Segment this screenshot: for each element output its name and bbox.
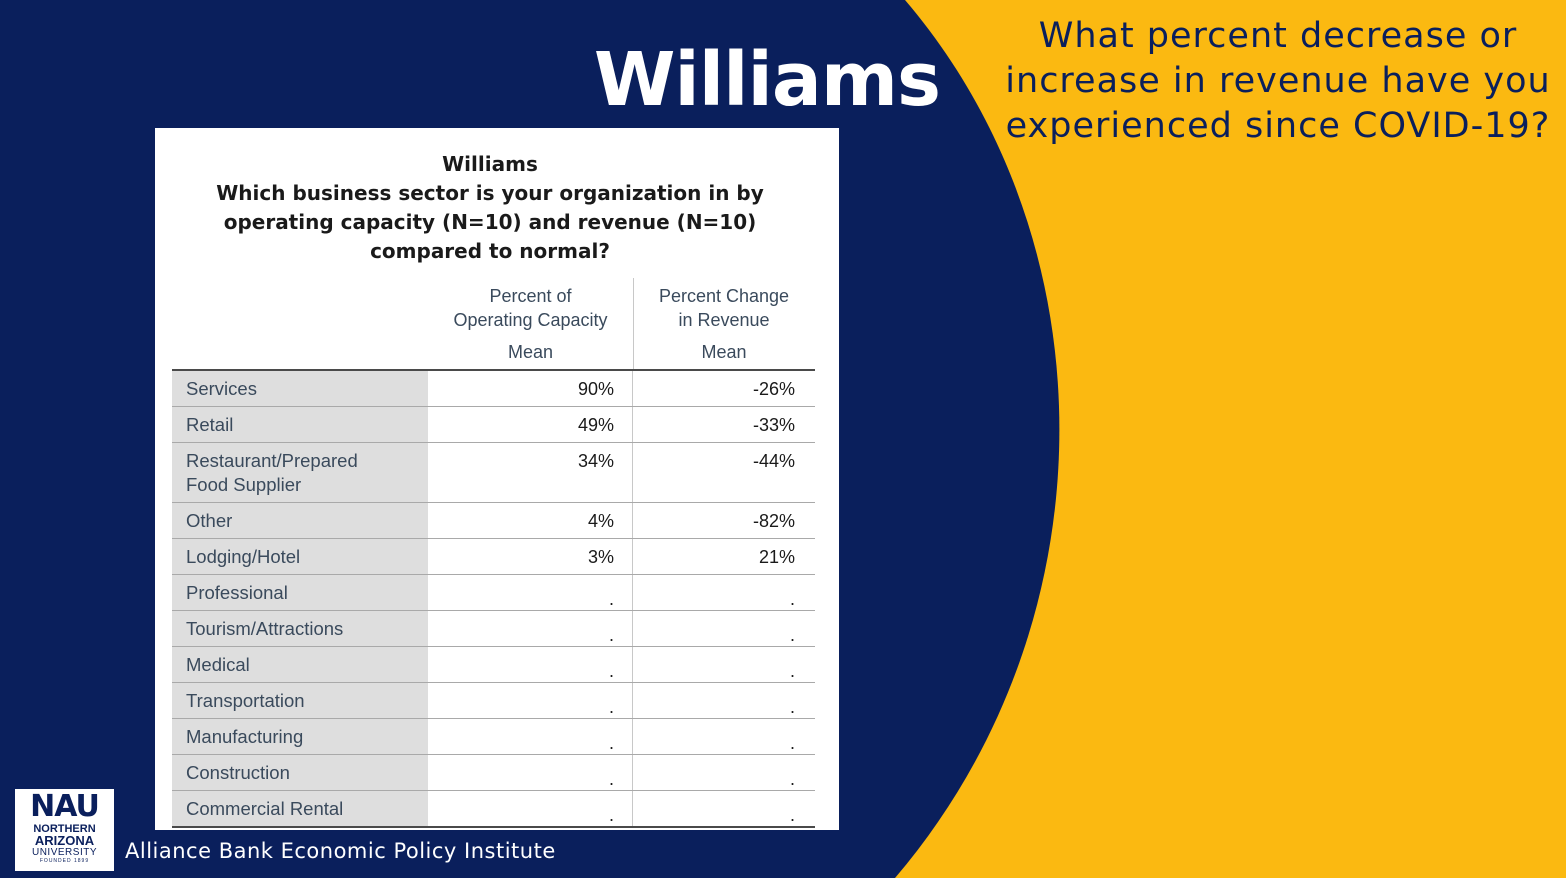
row-label-line: Lodging/Hotel <box>186 546 301 567</box>
logo-line: FOUNDED 1899 <box>39 858 90 864</box>
row-label-line: Manufacturing <box>186 726 304 747</box>
footer-institute: Alliance Bank Economic Policy Institute <box>125 839 556 863</box>
row-label-line: Transportation <box>186 690 305 711</box>
row-label: Manufacturing <box>172 719 428 754</box>
table-row: Professional.. <box>172 575 815 611</box>
question-line: What percent decrease or <box>1038 16 1518 56</box>
nau-logo: NAU NORTHERN ARIZONA UNIVERSITY FOUNDED … <box>15 789 114 871</box>
table-row: Construction.. <box>172 755 815 791</box>
table-row: Commercial Rental.. <box>172 791 815 828</box>
row-label: Construction <box>172 755 428 790</box>
table-title: Williams Which business sector is your o… <box>155 150 825 266</box>
table-title-line: compared to normal? <box>370 239 610 263</box>
row-label: Services <box>172 371 428 406</box>
row-label: Restaurant/Prepared Food Supplier <box>172 443 428 502</box>
column-header-line: in Revenue <box>678 310 770 330</box>
revenue-value: -82% <box>752 511 795 531</box>
row-label: Other <box>172 503 428 538</box>
row-label: Tourism/Attractions <box>172 611 428 646</box>
table-row: Manufacturing.. <box>172 719 815 755</box>
row-label: Professional <box>172 575 428 610</box>
capacity-value: . <box>428 611 633 646</box>
logo-line: NORTHERN <box>33 823 96 835</box>
revenue-value: . <box>789 805 795 825</box>
row-label-line: Commercial Rental <box>186 798 344 819</box>
row-label-line: Restaurant/Prepared <box>186 450 358 471</box>
table-row: Other 4% -82% <box>172 503 815 539</box>
capacity-value: 49% <box>428 407 633 442</box>
row-label: Transportation <box>172 683 428 718</box>
column-header-revenue: Percent Change in Revenue <box>633 284 815 332</box>
logo-abbr: NAU <box>30 789 100 824</box>
column-header-line: Percent of <box>489 286 572 306</box>
table-title-line: Which business sector is your organizati… <box>216 181 764 205</box>
table-title-line: Williams <box>442 152 538 176</box>
revenue-value: . <box>789 733 795 753</box>
slide-title: Williams <box>593 37 941 123</box>
table-title-line: operating capacity (N=10) and revenue (N… <box>223 210 757 234</box>
question-line: experienced since COVID-19? <box>1005 106 1551 146</box>
revenue-value: -33% <box>752 415 795 435</box>
revenue-value: -44% <box>752 451 795 471</box>
column-subheader-mean: Mean <box>507 342 554 362</box>
row-label-line: Services <box>186 378 257 399</box>
table-row: Medical.. <box>172 647 815 683</box>
column-subheader-mean: Mean <box>701 342 747 362</box>
column-header-line: Percent Change <box>658 286 790 306</box>
table-body: Services 90% -26% Retail 49% -33% Restaurant/P… <box>172 371 815 828</box>
row-label-line: Other <box>186 510 233 531</box>
table-row: Tourism/Attractions.. <box>172 611 815 647</box>
row-label: Lodging/Hotel <box>172 539 428 574</box>
column-header-capacity: Percent of Operating Capacity <box>428 284 633 332</box>
table-row: Retail 49% -33% <box>172 407 815 443</box>
revenue-value: 21% <box>758 547 795 567</box>
row-label-line: Food Supplier <box>186 474 302 495</box>
row-label-line: Retail <box>186 414 234 435</box>
capacity-value: 90% <box>428 371 633 406</box>
row-label-line: Medical <box>186 654 250 675</box>
revenue-value: . <box>789 697 795 717</box>
capacity-value: . <box>428 791 633 826</box>
capacity-value: 3% <box>428 539 633 574</box>
table-panel: Williams Which business sector is your o… <box>155 128 839 830</box>
revenue-value: . <box>789 661 795 681</box>
row-label-line: Construction <box>186 762 290 783</box>
table-row: Transportation.. <box>172 683 815 719</box>
question-text: What percent decrease or increase in rev… <box>990 14 1566 149</box>
header-rule <box>172 369 815 371</box>
revenue-value: -26% <box>752 379 795 399</box>
revenue-value: . <box>789 769 795 789</box>
table-row: Lodging/Hotel 3% 21% <box>172 539 815 575</box>
revenue-value: . <box>789 625 795 645</box>
row-label: Retail <box>172 407 428 442</box>
row-label: Medical <box>172 647 428 682</box>
logo-line: UNIVERSITY <box>31 847 97 858</box>
question-line: increase in revenue have you <box>1005 61 1551 101</box>
capacity-value: . <box>428 683 633 718</box>
row-label-line: Tourism/Attractions <box>186 618 344 639</box>
header-divider <box>633 278 634 370</box>
column-header-line: Operating Capacity <box>453 310 608 330</box>
capacity-value: . <box>428 575 633 610</box>
capacity-value: 34% <box>428 443 633 502</box>
capacity-value: . <box>428 647 633 682</box>
row-label-line: Professional <box>186 582 288 603</box>
capacity-value: 4% <box>428 503 633 538</box>
revenue-value: . <box>789 589 795 609</box>
table-row: Services 90% -26% <box>172 371 815 407</box>
capacity-value: . <box>428 755 633 790</box>
row-label: Commercial Rental <box>172 791 428 826</box>
capacity-value: . <box>428 719 633 754</box>
logo-line: ARIZONA <box>34 833 95 848</box>
table-row: Restaurant/Prepared Food Supplier 34% -44% <box>172 443 815 503</box>
